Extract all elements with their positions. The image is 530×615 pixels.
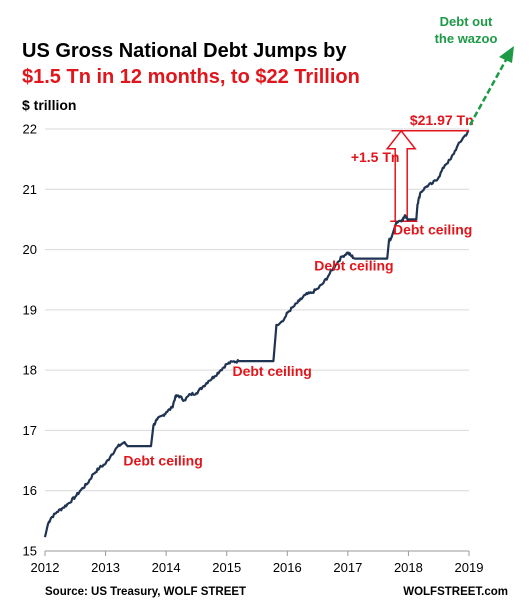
y-tick-label-15: 15 xyxy=(23,544,37,559)
y-tick-label-19: 19 xyxy=(23,302,37,317)
level-marker-group: $21.97 Tn xyxy=(391,112,474,132)
footer-brand: WOLFSTREET.com xyxy=(403,586,508,598)
annotation-debt-ceiling-1: Debt ceiling xyxy=(123,452,202,468)
chart-title-line1: US Gross National Debt Jumps by xyxy=(22,40,347,62)
jump-arrow xyxy=(385,129,417,222)
annotations: Debt ceiling Debt ceiling Debt ceiling Debt… xyxy=(123,222,472,469)
x-tick-label-2012: 2012 xyxy=(31,560,60,575)
annotation-debt-ceiling-3: Debt ceiling xyxy=(314,258,393,274)
x-tick-label-2019: 2019 xyxy=(455,560,484,575)
jump-label: +1.5 Tn xyxy=(351,149,400,165)
x-tick-label-2018: 2018 xyxy=(394,560,423,575)
y-tick-labels: 15 16 17 18 19 20 21 22 xyxy=(23,122,37,559)
y-tick-label-21: 21 xyxy=(23,182,37,197)
x-tick-label-2013: 2013 xyxy=(91,560,120,575)
y-tick-label-18: 18 xyxy=(23,363,37,378)
green-label-line1: Debt out xyxy=(440,14,493,29)
x-tick-label-2015: 2015 xyxy=(212,560,241,575)
level-label: $21.97 Tn xyxy=(410,112,474,128)
footer-source: Source: US Treasury, WOLF STREET xyxy=(45,586,246,598)
annotation-debt-ceiling-2: Debt ceiling xyxy=(232,363,311,379)
y-tick-label-20: 20 xyxy=(23,242,37,257)
x-tick-labels: 2012 2013 2014 2015 2016 2017 2018 2019 xyxy=(31,551,484,575)
x-tick-label-2016: 2016 xyxy=(273,560,302,575)
grid xyxy=(45,128,469,492)
chart-title-line2: $1.5 Tn in 12 months, to $22 Trillion xyxy=(22,66,360,88)
annotation-debt-ceiling-4: Debt ceiling xyxy=(393,222,472,238)
y-tick-label-16: 16 xyxy=(23,483,37,498)
y-tick-label-22: 22 xyxy=(23,122,37,137)
x-tick-label-2014: 2014 xyxy=(152,560,181,575)
green-arrow-line xyxy=(468,57,509,126)
green-callout: Debt out the wazoo xyxy=(435,14,514,126)
green-label-line2: the wazoo xyxy=(435,31,498,46)
y-tick-label-17: 17 xyxy=(23,423,37,438)
x-tick-label-2017: 2017 xyxy=(333,560,362,575)
jump-arrow-group: +1.5 Tn xyxy=(351,129,418,222)
green-arrow-head xyxy=(499,46,514,63)
y-axis-label: $ trillion xyxy=(22,97,76,113)
series-line-debt xyxy=(43,129,470,538)
